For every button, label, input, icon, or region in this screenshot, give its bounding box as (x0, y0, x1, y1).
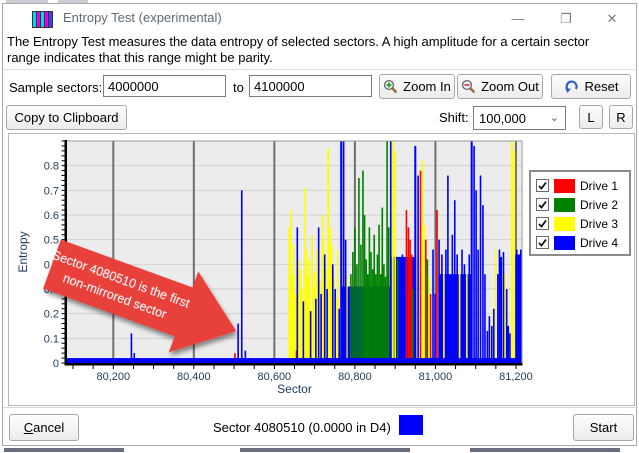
description-line1: The Entropy Test measures the data entro… (7, 34, 590, 49)
start-button[interactable]: Start (573, 414, 634, 441)
legend-item-drive-1[interactable]: Drive 1 (536, 176, 625, 195)
svg-text:0.5: 0.5 (44, 235, 59, 247)
sample-from-input[interactable] (103, 75, 226, 97)
zoom-out-button[interactable]: Zoom Out (457, 74, 543, 99)
shift-combobox[interactable]: 100,000 ⌄ (473, 106, 566, 130)
legend-label: Drive 2 (580, 197, 619, 212)
shift-left-button[interactable]: L (579, 105, 603, 129)
background-window-fragment (4, 448, 124, 452)
copy-to-clipboard-button[interactable]: Copy to Clipboard (6, 105, 127, 130)
cancel-label: Cancel (23, 420, 65, 435)
svg-text:81,200: 81,200 (499, 371, 533, 383)
legend-item-drive-3[interactable]: Drive 3 (536, 214, 625, 233)
shift-value: 100,000 (479, 110, 526, 126)
sample-sectors-label: Sample sectors: (9, 80, 103, 95)
reset-label: Reset (584, 79, 619, 94)
status-text: Sector 4080510 (0.0000 in D4) (213, 420, 391, 435)
description-text: The Entropy Test measures the data entro… (7, 34, 632, 66)
zoom-in-label: Zoom In (403, 79, 451, 94)
legend-item-drive-2[interactable]: Drive 2 (536, 195, 625, 214)
copy-to-clipboard-label: Copy to Clipboard (14, 110, 119, 125)
zoom-in-button[interactable]: Zoom In (379, 74, 455, 99)
svg-text:81,000: 81,000 (419, 371, 453, 383)
svg-text:0: 0 (53, 358, 59, 370)
svg-text:0.6: 0.6 (44, 210, 59, 222)
legend-checkbox[interactable] (536, 217, 549, 230)
shift-right-button[interactable]: R (609, 105, 633, 129)
close-button[interactable]: ✕ (606, 11, 618, 26)
reset-icon (564, 80, 578, 93)
entropy-test-dialog: Entropy Test (experimental) — ❐ ✕ The En… (2, 3, 638, 446)
background-window-fragment (240, 448, 410, 452)
sample-to-input[interactable] (249, 75, 372, 97)
minimize-button[interactable]: — (511, 11, 525, 26)
svg-text:0.7: 0.7 (44, 185, 59, 197)
svg-text:0.1: 0.1 (44, 333, 59, 345)
svg-text:80,600: 80,600 (258, 371, 292, 383)
shift-label: Shift: (439, 110, 469, 125)
svg-text:Sector: Sector (277, 382, 312, 396)
separator (3, 407, 638, 408)
legend-checkbox[interactable] (536, 236, 549, 249)
background-window-fragment (470, 448, 620, 452)
zoom-out-label: Zoom Out (481, 79, 539, 94)
chevron-down-icon: ⌄ (549, 112, 559, 124)
annotation-arrow-shape (43, 239, 237, 353)
legend-color-swatch (554, 216, 575, 231)
title-bar[interactable]: Entropy Test (experimental) — ❐ ✕ (3, 4, 636, 31)
legend-label: Drive 1 (580, 178, 619, 193)
maximize-button[interactable]: ❐ (560, 11, 572, 26)
to-label: to (233, 80, 244, 95)
legend-color-swatch (554, 197, 575, 212)
legend-label: Drive 3 (580, 216, 619, 231)
legend-label: Drive 4 (580, 235, 619, 250)
window-title: Entropy Test (experimental) (63, 10, 222, 25)
separator (3, 69, 638, 70)
legend-color-swatch (554, 178, 575, 193)
svg-text:Entropy: Entropy (16, 231, 30, 272)
status-color-swatch (399, 415, 423, 435)
shift-left-label: L (587, 109, 595, 125)
app-icon (32, 11, 55, 28)
description-line2: range indicates that this range might be… (7, 50, 273, 65)
background-window-fragment (6, 0, 48, 3)
legend-color-swatch (554, 235, 575, 250)
legend-item-drive-4[interactable]: Drive 4 (536, 233, 625, 252)
drive-legend: Drive 1 Drive 2 Drive 3 Drive 4 (529, 170, 631, 256)
shift-right-label: R (616, 109, 626, 125)
legend-checkbox[interactable] (536, 198, 549, 211)
svg-text:80,800: 80,800 (338, 371, 372, 383)
entropy-chart: 00.10.20.30.40.50.60.70.880,20080,40080,… (16, 140, 533, 396)
svg-text:0.8: 0.8 (44, 161, 59, 173)
background-window-fragment (58, 0, 88, 3)
svg-text:80,200: 80,200 (96, 371, 130, 383)
svg-text:0.2: 0.2 (44, 309, 59, 321)
reset-button[interactable]: Reset (551, 74, 631, 99)
legend-checkbox[interactable] (536, 179, 549, 192)
svg-text:80,400: 80,400 (177, 371, 211, 383)
zoom-in-icon (384, 79, 398, 94)
start-label: Start (589, 420, 618, 435)
cancel-button[interactable]: Cancel (9, 414, 79, 441)
zoom-out-icon (462, 79, 476, 94)
